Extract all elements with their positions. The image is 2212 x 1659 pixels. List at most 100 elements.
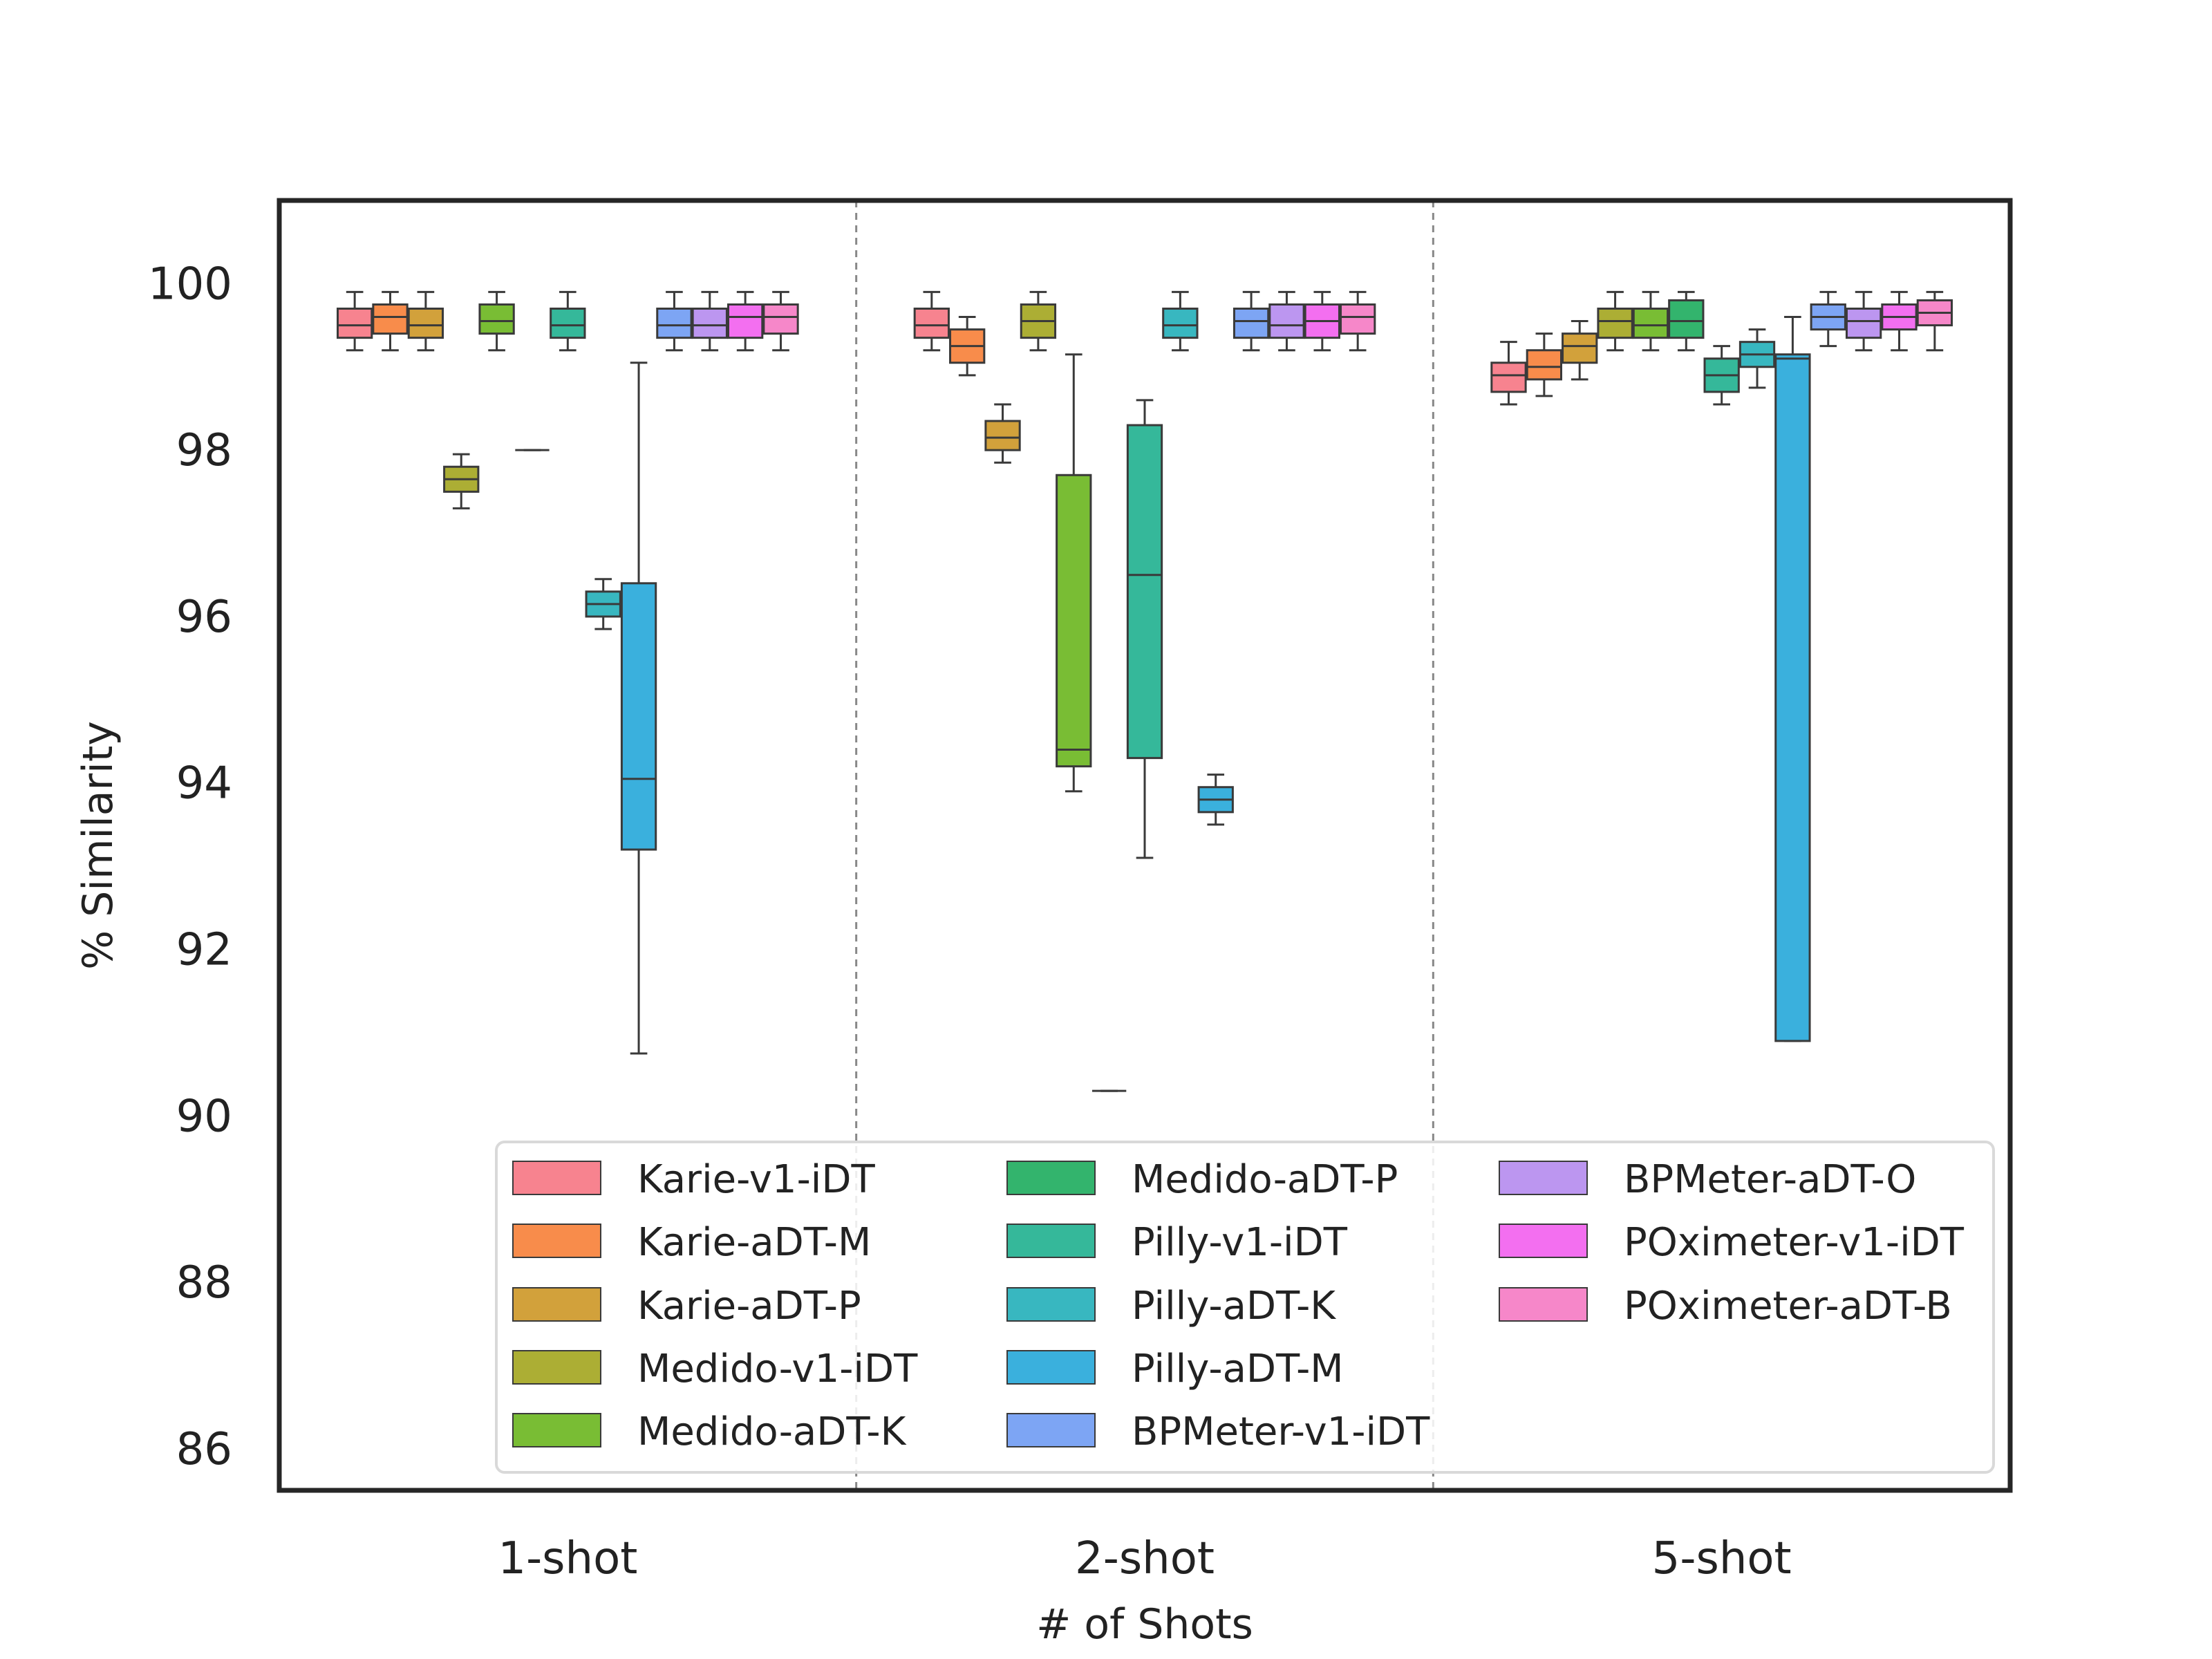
box-body — [1845, 308, 1882, 339]
box-Medido-v1-iDT — [1597, 290, 1633, 352]
box-body — [336, 308, 373, 339]
legend-label: Karie-aDT-M — [637, 1220, 871, 1265]
legend-swatch — [1006, 1224, 1096, 1258]
x-axis-title: # of Shots — [1036, 1600, 1253, 1649]
box-POximeter-v1-iDT — [1304, 290, 1340, 352]
box-POximeter-v1-iDT — [727, 290, 764, 352]
legend-label: POximeter-v1-iDT — [1624, 1220, 1965, 1265]
box-Medido-aDT-K — [478, 290, 515, 352]
legend-swatch — [512, 1161, 601, 1195]
box-Pilly-aDT-K — [1162, 290, 1199, 352]
legend-swatch — [1499, 1224, 1588, 1258]
box-Pilly-v1-iDT — [550, 290, 586, 352]
box-body — [1268, 303, 1305, 339]
legend-item: Karie-aDT-M — [512, 1220, 871, 1265]
box-Karie-aDT-M — [1526, 332, 1563, 397]
legend-swatch — [512, 1413, 601, 1447]
box-body — [727, 303, 764, 339]
box-BPMeter-v1-iDT — [1810, 290, 1846, 348]
y-tick-label: 92 — [176, 924, 232, 975]
legend-item: Pilly-aDT-K — [1006, 1284, 1336, 1329]
legend-item: Medido-aDT-P — [1006, 1157, 1398, 1202]
box-Pilly-aDT-M — [1774, 316, 1811, 1042]
box-Pilly-aDT-K — [1738, 328, 1776, 389]
legend-swatch — [1006, 1287, 1096, 1322]
legend-swatch — [512, 1287, 601, 1322]
plot-frame — [276, 198, 2013, 1493]
y-tick-label: 88 — [176, 1257, 232, 1309]
box-body — [1232, 308, 1270, 339]
legend-label: Pilly-v1-iDT — [1132, 1220, 1348, 1265]
legend-item: Pilly-aDT-M — [1006, 1347, 1344, 1391]
legend-item: Karie-aDT-P — [512, 1284, 861, 1329]
legend-label: Karie-v1-iDT — [637, 1157, 875, 1202]
legend-label: BPMeter-v1-iDT — [1132, 1409, 1430, 1454]
x-tick-label: 5-shot — [1652, 1533, 1792, 1584]
legend-frame — [495, 1141, 1995, 1474]
legend-item: Pilly-v1-iDT — [1006, 1220, 1348, 1265]
box-Karie-aDT-P — [984, 403, 1021, 464]
legend-item: POximeter-v1-iDT — [1499, 1220, 1965, 1265]
legend-item: Medido-aDT-K — [512, 1409, 907, 1454]
legend-item: Karie-v1-iDT — [512, 1157, 875, 1202]
box-Karie-aDT-P — [1562, 320, 1598, 381]
y-axis-title: % Similarity — [74, 721, 122, 970]
box-POximeter-aDT-B — [1340, 290, 1376, 352]
legend: Karie-v1-iDT Karie-aDT-M Karie-aDT-P Medido… — [495, 1141, 1995, 1474]
box-POximeter-aDT-B — [762, 290, 799, 352]
legend-label: Karie-aDT-P — [637, 1284, 861, 1329]
y-tick-label: 90 — [176, 1091, 232, 1142]
box-Karie-v1-iDT — [336, 290, 373, 352]
box-body — [762, 303, 799, 335]
box-body — [478, 303, 515, 335]
box-body — [372, 303, 409, 335]
legend-swatch — [1006, 1161, 1096, 1195]
legend-label: Pilly-aDT-M — [1132, 1347, 1344, 1391]
box-Karie-aDT-M — [949, 316, 986, 377]
legend-label: Medido-aDT-P — [1132, 1157, 1398, 1202]
box-body — [913, 308, 950, 339]
box-Medido-v1-iDT — [1020, 290, 1057, 352]
box-POximeter-v1-iDT — [1881, 290, 1918, 352]
legend-item: POximeter-aDT-B — [1499, 1284, 1952, 1329]
box-body — [1668, 299, 1705, 339]
y-tick-label: 86 — [176, 1424, 232, 1475]
box-body — [1597, 308, 1633, 339]
box-body — [407, 308, 444, 339]
box-Pilly-aDT-M — [620, 362, 657, 1055]
box-Pilly-aDT-M — [1197, 774, 1234, 826]
box-plots — [336, 290, 1953, 1092]
box-body — [1162, 308, 1199, 339]
box-BPMeter-v1-iDT — [656, 290, 693, 352]
legend-swatch — [1499, 1161, 1588, 1195]
box-Pilly-aDT-K — [585, 578, 621, 630]
legend-swatch — [1006, 1350, 1096, 1385]
box-BPMeter-aDT-O — [691, 290, 728, 352]
y-tick-label: 100 — [148, 259, 232, 310]
box-body — [1490, 362, 1527, 393]
box-body — [1774, 353, 1811, 1042]
box-POximeter-aDT-B — [1916, 290, 1953, 352]
y-tick-label: 98 — [176, 425, 232, 476]
y-axis-ticks: 86 88 90 92 94 96 98 100 — [148, 259, 232, 1474]
box-body — [1562, 332, 1598, 364]
box-BPMeter-aDT-O — [1268, 290, 1305, 352]
box-Karie-aDT-P — [407, 290, 444, 352]
legend-item: BPMeter-aDT-O — [1499, 1157, 1916, 1202]
box-body — [1340, 303, 1376, 335]
x-tick-label: 1-shot — [498, 1533, 637, 1584]
legend-item: BPMeter-v1-iDT — [1006, 1409, 1430, 1454]
box-body — [656, 308, 693, 339]
box-Medido-aDT-P — [1668, 290, 1705, 352]
box-Karie-aDT-M — [372, 290, 409, 352]
box-body — [1056, 474, 1092, 768]
box-body — [1526, 349, 1563, 381]
box-body — [984, 420, 1021, 451]
x-tick-label: 2-shot — [1075, 1533, 1215, 1584]
x-axis-ticks: 1-shot 2-shot 5-shot — [498, 1533, 1791, 1584]
box-body — [1632, 308, 1669, 339]
box-Pilly-v1-iDT — [1126, 399, 1163, 859]
box-Medido-aDT-K — [1632, 290, 1669, 352]
box-Pilly-v1-iDT — [1703, 345, 1740, 406]
